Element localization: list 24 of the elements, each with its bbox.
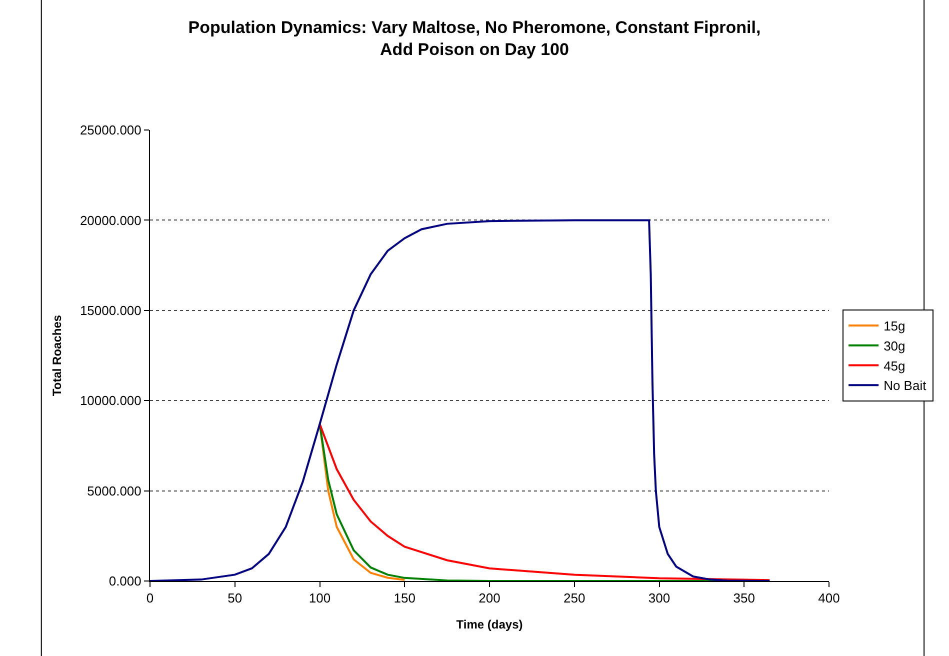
chart-title: Population Dynamics: Vary Maltose, No Pheromone, Constant Fipronil, Add Poison on Day 100 [188, 18, 761, 59]
legend-label: 30g [884, 338, 906, 354]
y-tick-label: 10000.000 [80, 393, 142, 408]
x-axis-title: Time (days) [456, 618, 523, 632]
line-series [150, 219, 771, 581]
y-tick-label: 0.000 [108, 574, 142, 589]
x-tick-label: 100 [308, 590, 331, 606]
x-tick-label: 150 [394, 590, 416, 606]
x-tick-label: 0 [146, 590, 154, 606]
x-tick-label: 250 [564, 590, 586, 606]
x-tick-label: 400 [818, 590, 840, 606]
y-tick-label: 25000.000 [80, 122, 142, 138]
x-tick-label: 200 [478, 590, 500, 606]
x-tick-label: 50 [228, 590, 242, 606]
x-tick-label: 300 [648, 590, 670, 606]
y-axis-title: Total Roaches [50, 314, 64, 396]
y-tick-label: 20000.000 [80, 212, 142, 228]
legend-label: 15g [884, 318, 906, 334]
line-series [318, 423, 771, 581]
x-tick-label: 350 [733, 590, 755, 606]
y-tick-label: 5000.000 [87, 483, 142, 498]
legend-label: No Bait [884, 378, 927, 394]
legend-label: 45g [884, 358, 906, 374]
y-tick-label: 15000.000 [80, 302, 142, 318]
